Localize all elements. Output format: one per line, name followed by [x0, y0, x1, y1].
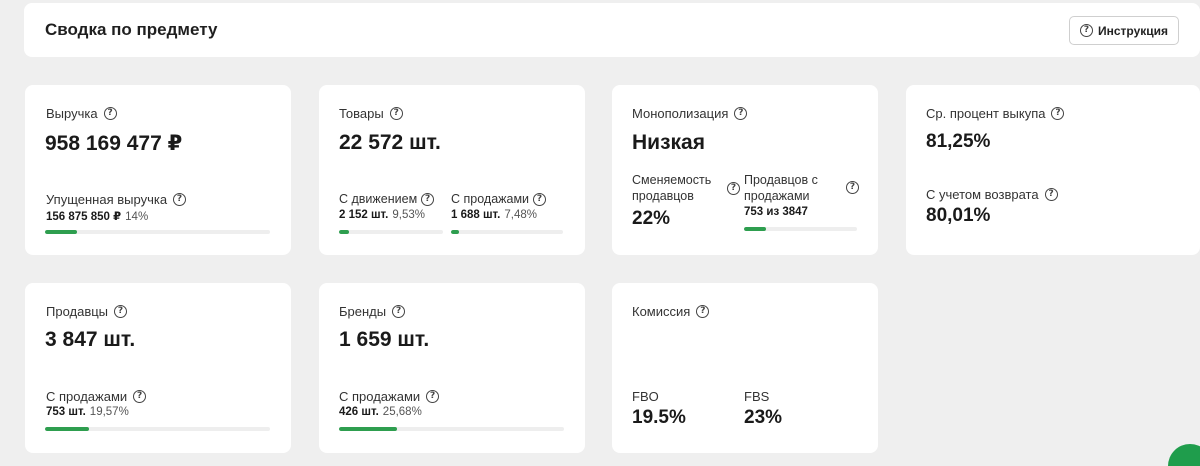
lost-revenue-value: 156 875 850 ₽ — [46, 211, 122, 223]
brands-sales-pct: 25,68% — [382, 406, 422, 418]
page-title: Сводка по предмету — [45, 20, 218, 39]
question-icon[interactable]: ? — [734, 107, 748, 120]
question-icon[interactable]: ? — [392, 305, 406, 318]
fbo-value: 19.5% — [632, 407, 686, 428]
products-value: 22 572 шт. — [339, 131, 441, 154]
sellers-sales-value: 753 шт. — [46, 406, 86, 418]
revenue-card: Выручка ? 958 169 477 ₽ Упущенная выручк… — [25, 85, 291, 255]
progress-fill — [744, 227, 767, 231]
fbo-label: FBO — [632, 389, 659, 404]
products-sales-pct: 7,48% — [504, 209, 537, 221]
products-sales-value: 1 688 шт. — [451, 209, 501, 221]
revenue-value: 958 169 477 ₽ — [45, 132, 183, 155]
question-icon[interactable]: ? — [1044, 188, 1058, 201]
question-icon[interactable]: ? — [103, 107, 117, 120]
progress-fill — [339, 427, 397, 431]
turnover-value: 22% — [632, 208, 671, 229]
products-sales-label: С продажами — [451, 192, 530, 206]
lost-revenue-progress — [45, 230, 270, 234]
moving-pct: 9,53% — [392, 209, 425, 221]
revenue-label: Выручка — [46, 106, 98, 121]
sellers-sales-progress — [45, 427, 270, 431]
buyout-label: Ср. процент выкупа — [926, 106, 1046, 121]
buyout-value: 81,25% — [926, 131, 991, 152]
buyout-card: Ср. процент выкупа ? 81,25% С учетом воз… — [906, 85, 1200, 255]
question-icon[interactable]: ? — [421, 192, 435, 206]
question-icon[interactable]: ? — [389, 107, 403, 120]
brands-sales-label: С продажами — [339, 389, 421, 404]
monopoly-card: Монополизация ? Низкая Сменяемость прода… — [612, 85, 878, 255]
sellers-sales-label: С продажами — [46, 389, 128, 404]
question-icon: ? — [1079, 24, 1093, 37]
fbs-value: 23% — [744, 407, 783, 428]
sellers-with-sales-label: Продавцов с продажами — [744, 173, 818, 203]
monopoly-value: Низкая — [632, 131, 705, 154]
brands-label: Бренды — [339, 304, 387, 319]
brands-sales-value: 426 шт. — [339, 406, 379, 418]
brands-card: Бренды ? 1 659 шт. С продажами ? 426 шт.… — [319, 283, 585, 453]
summary-header: Сводка по предмету ? Инструкция — [24, 3, 1200, 57]
question-icon[interactable]: ? — [846, 181, 859, 194]
sellers-with-sales-progress — [744, 227, 857, 231]
instruction-label: Инструкция — [1097, 23, 1168, 38]
products-label: Товары — [339, 106, 384, 121]
lost-revenue-label: Упущенная выручка — [46, 192, 168, 207]
question-icon[interactable]: ? — [533, 192, 547, 206]
turnover-label: Сменяемость продавцов — [632, 173, 712, 203]
chat-fab-button[interactable] — [1168, 444, 1200, 466]
moving-value: 2 152 шт. — [339, 209, 389, 221]
products-sales-progress — [451, 230, 563, 234]
return-label: С учетом возврата — [926, 187, 1039, 202]
progress-fill — [45, 427, 90, 431]
moving-label: С движением — [339, 192, 418, 206]
monopoly-label: Монополизация — [632, 106, 729, 121]
question-icon[interactable]: ? — [114, 305, 128, 318]
progress-fill — [339, 230, 349, 234]
lost-revenue-pct: 14% — [125, 211, 149, 223]
question-icon[interactable]: ? — [1051, 107, 1065, 120]
sellers-label: Продавцы — [46, 304, 109, 319]
question-icon[interactable]: ? — [173, 193, 187, 206]
question-icon[interactable]: ? — [696, 305, 710, 318]
question-icon[interactable]: ? — [727, 182, 740, 195]
question-icon[interactable]: ? — [133, 390, 147, 403]
moving-progress — [339, 230, 443, 234]
brands-value: 1 659 шт. — [339, 328, 430, 351]
progress-fill — [45, 230, 77, 234]
sellers-sales-pct: 19,57% — [89, 406, 129, 418]
commission-card: Комиссия ? FBO 19.5% FBS 23% — [612, 283, 878, 453]
return-value: 80,01% — [926, 205, 991, 226]
sellers-value: 3 847 шт. — [45, 328, 136, 351]
fbs-label: FBS — [744, 389, 770, 404]
progress-fill — [451, 230, 460, 234]
question-icon[interactable]: ? — [426, 390, 440, 403]
sellers-with-sales-value: 753 из 3847 — [744, 206, 808, 218]
instruction-button[interactable]: ? Инструкция — [1068, 16, 1179, 45]
sellers-card: Продавцы ? 3 847 шт. С продажами ? 753 ш… — [25, 283, 291, 453]
products-card: Товары ? 22 572 шт. С движением ? 2 152 … — [319, 85, 585, 255]
brands-sales-progress — [339, 427, 564, 431]
commission-label: Комиссия — [632, 304, 691, 319]
